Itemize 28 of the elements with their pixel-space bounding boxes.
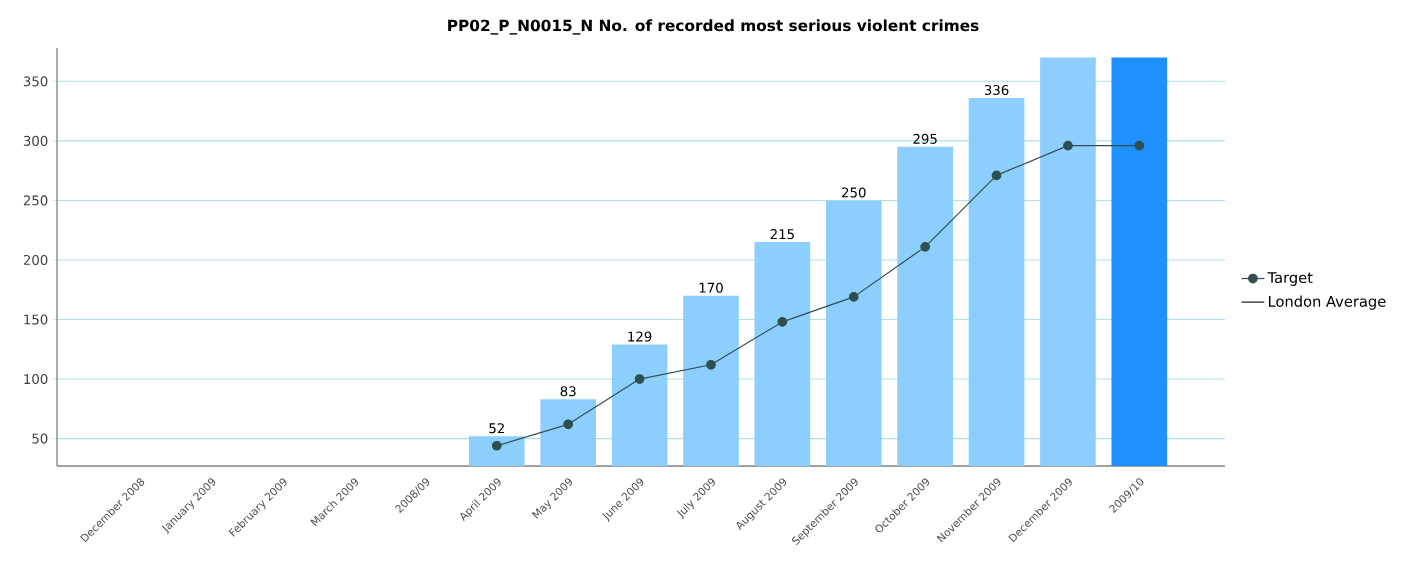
data-label: 129 [628,331,652,342]
y-tick-label: 350 [23,76,48,87]
point [706,359,716,370]
data-label: 83 [560,386,576,397]
y-tick-label: 250 [23,195,48,206]
legend-label: London Average [1269,295,1386,310]
y-tick-label: 200 [23,254,48,266]
y-tick-label: 50 [32,433,48,444]
point [848,292,859,302]
y-tick-label: 300 [23,135,48,146]
data-label: 250 [842,187,866,198]
chart-title: PP02_P_N0015_N No. of recorded most serious violent crimes [448,19,979,35]
point [777,317,788,327]
point [1134,140,1145,151]
point [991,170,1002,181]
data-label: 295 [913,133,937,144]
point [634,374,645,384]
point [563,419,574,430]
y-tick-label: 150 [24,314,48,325]
point [491,440,502,451]
data-label: 170 [699,282,723,293]
legend-label: Target [1267,272,1313,286]
data-label: 336 [984,84,1009,96]
point [920,242,931,252]
point [1063,140,1073,151]
data-label: 52 [489,423,504,434]
y-tick-label: 100 [24,374,48,385]
data-label: 215 [770,229,794,240]
